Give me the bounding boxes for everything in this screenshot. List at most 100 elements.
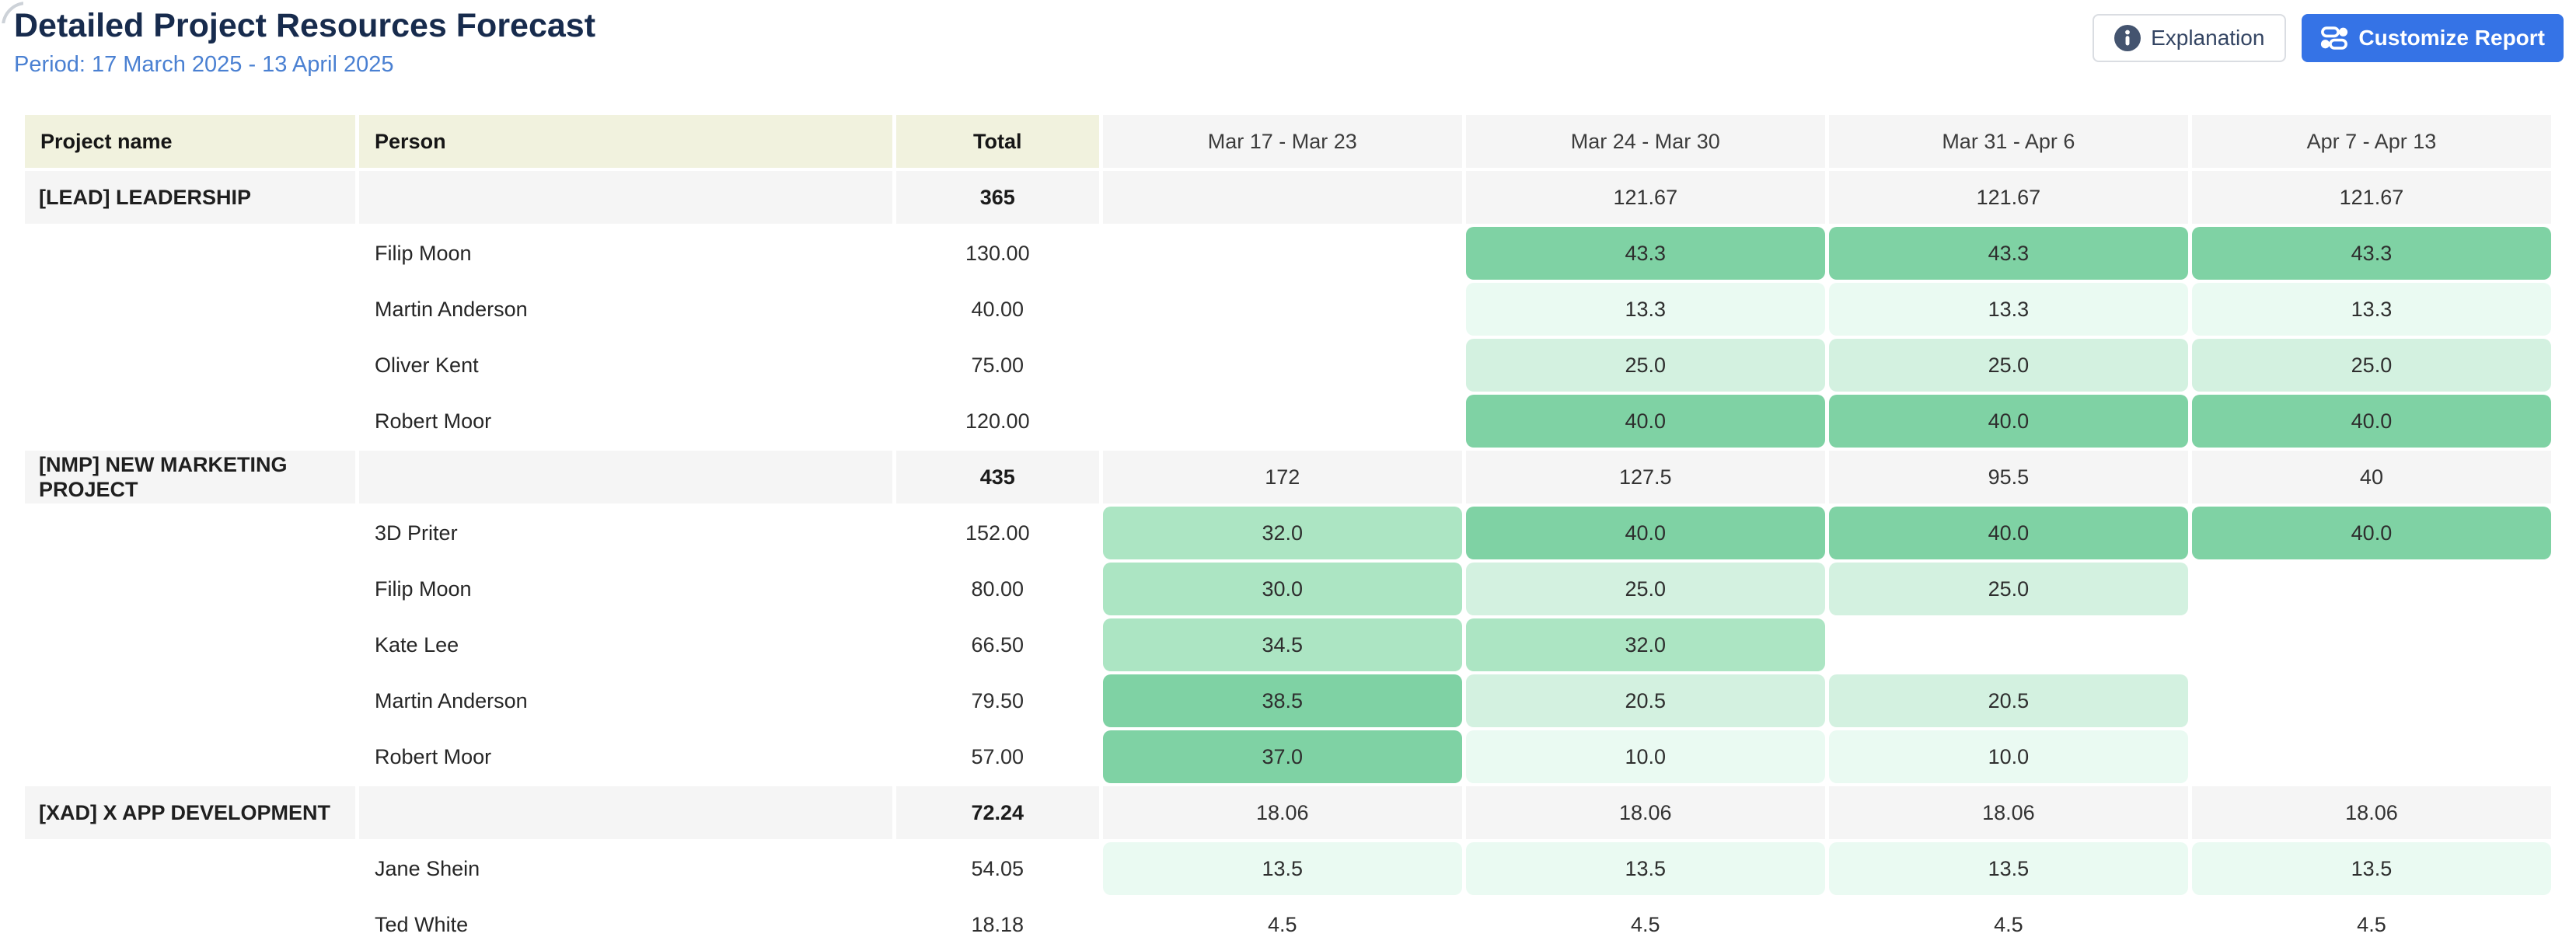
week-value-cell: 32.0 xyxy=(1102,507,1462,559)
total-cell: 57.00 xyxy=(895,730,1099,783)
customize-report-button[interactable]: Customize Report xyxy=(2302,14,2564,62)
project-name-cell xyxy=(25,898,356,951)
total-cell: 54.05 xyxy=(895,842,1099,895)
person-cell: Filip Moon xyxy=(359,563,892,615)
week-value-cell: 40.0 xyxy=(1465,395,1825,448)
week-value-cell: 127.5 xyxy=(1465,451,1825,503)
week-value-cell xyxy=(2191,674,2551,727)
week-value-cell: 13.5 xyxy=(1102,842,1462,895)
column-header-project-name: Project name xyxy=(25,115,356,168)
project-name-cell xyxy=(25,618,356,671)
person-cell: Robert Moor xyxy=(359,730,892,783)
project-name-cell xyxy=(25,730,356,783)
project-name-cell xyxy=(25,563,356,615)
sliders-icon xyxy=(2320,24,2348,52)
person-row: Kate Lee 66.50 34.5 32.0 xyxy=(25,618,2551,671)
explanation-label: Explanation xyxy=(2151,26,2265,50)
week-value-cell: 40.0 xyxy=(1828,507,2188,559)
week-value-cell xyxy=(2191,563,2551,615)
week-value-cell: 32.0 xyxy=(1465,618,1825,671)
week-value-cell: 25.0 xyxy=(1828,339,2188,392)
week-value-cell: 13.5 xyxy=(1465,842,1825,895)
week-value-cell: 25.0 xyxy=(2191,339,2551,392)
person-cell xyxy=(359,171,892,224)
week-value-cell xyxy=(1102,227,1462,280)
person-cell: Filip Moon xyxy=(359,227,892,280)
person-cell xyxy=(359,786,892,839)
week-value-cell: 38.5 xyxy=(1102,674,1462,727)
person-row: Martin Anderson 40.00 13.3 13.3 13.3 xyxy=(25,283,2551,336)
total-cell: 80.00 xyxy=(895,563,1099,615)
total-cell: 120.00 xyxy=(895,395,1099,448)
person-cell: Martin Anderson xyxy=(359,283,892,336)
total-cell: 152.00 xyxy=(895,507,1099,559)
project-name-cell xyxy=(25,507,356,559)
total-cell: 75.00 xyxy=(895,339,1099,392)
week-value-cell: 43.3 xyxy=(1828,227,2188,280)
total-cell: 79.50 xyxy=(895,674,1099,727)
total-cell: 18.18 xyxy=(895,898,1099,951)
total-cell: 40.00 xyxy=(895,283,1099,336)
person-row: Filip Moon 80.00 30.0 25.0 25.0 xyxy=(25,563,2551,615)
week-value-cell: 40.0 xyxy=(2191,395,2551,448)
column-header-mar-17-mar-23: Mar 17 - Mar 23 xyxy=(1102,115,1462,168)
week-value-cell: 121.67 xyxy=(2191,171,2551,224)
total-cell: 130.00 xyxy=(895,227,1099,280)
person-cell: Robert Moor xyxy=(359,395,892,448)
total-cell: 66.50 xyxy=(895,618,1099,671)
week-value-cell: 20.5 xyxy=(1465,674,1825,727)
project-name-cell xyxy=(25,283,356,336)
person-cell xyxy=(359,451,892,503)
person-cell: 3D Priter xyxy=(359,507,892,559)
project-name-cell xyxy=(25,395,356,448)
toolbar-actions: Explanation Customize Report xyxy=(2093,14,2564,62)
week-value-cell: 121.67 xyxy=(1465,171,1825,224)
project-group-row: [LEAD] LEADERSHIP 365 121.67 121.67 121.67 xyxy=(25,171,2551,224)
week-value-cell: 13.5 xyxy=(2191,842,2551,895)
person-row: Robert Moor 120.00 40.0 40.0 40.0 xyxy=(25,395,2551,448)
week-value-cell: 34.5 xyxy=(1102,618,1462,671)
person-cell: Jane Shein xyxy=(359,842,892,895)
column-header-total: Total xyxy=(895,115,1099,168)
project-name-cell xyxy=(25,339,356,392)
week-value-cell: 10.0 xyxy=(1465,730,1825,783)
person-cell: Oliver Kent xyxy=(359,339,892,392)
week-value-cell: 25.0 xyxy=(1465,563,1825,615)
person-cell: Martin Anderson xyxy=(359,674,892,727)
week-value-cell: 25.0 xyxy=(1465,339,1825,392)
week-value-cell: 30.0 xyxy=(1102,563,1462,615)
week-value-cell: 4.5 xyxy=(1828,898,2188,951)
project-name-cell: [NMP] NEW MARKETING PROJECT xyxy=(25,451,356,503)
column-header-mar-24-mar-30: Mar 24 - Mar 30 xyxy=(1465,115,1825,168)
week-value-cell: 40.0 xyxy=(2191,507,2551,559)
week-value-cell: 20.5 xyxy=(1828,674,2188,727)
person-row: Martin Anderson 79.50 38.5 20.5 20.5 xyxy=(25,674,2551,727)
report-topbar: Detailed Project Resources Forecast Peri… xyxy=(12,0,2564,78)
week-value-cell: 13.5 xyxy=(1828,842,2188,895)
week-value-cell: 25.0 xyxy=(1828,563,2188,615)
week-value-cell: 4.5 xyxy=(1465,898,1825,951)
project-name-cell: [LEAD] LEADERSHIP xyxy=(25,171,356,224)
info-icon xyxy=(2114,25,2141,51)
week-value-cell: 10.0 xyxy=(1828,730,2188,783)
project-name-cell xyxy=(25,227,356,280)
week-value-cell: 18.06 xyxy=(1828,786,2188,839)
person-cell: Kate Lee xyxy=(359,618,892,671)
week-value-cell: 40 xyxy=(2191,451,2551,503)
week-value-cell xyxy=(1102,395,1462,448)
title-block: Detailed Project Resources Forecast Peri… xyxy=(12,0,595,78)
week-value-cell: 43.3 xyxy=(2191,227,2551,280)
total-cell: 435 xyxy=(895,451,1099,503)
person-row: Oliver Kent 75.00 25.0 25.0 25.0 xyxy=(25,339,2551,392)
week-value-cell: 40.0 xyxy=(1465,507,1825,559)
person-row: 3D Priter 152.00 32.0 40.0 40.0 40.0 xyxy=(25,507,2551,559)
explanation-button[interactable]: Explanation xyxy=(2093,14,2287,62)
person-row: Filip Moon 130.00 43.3 43.3 43.3 xyxy=(25,227,2551,280)
total-cell: 72.24 xyxy=(895,786,1099,839)
period-subtitle: Period: 17 March 2025 - 13 April 2025 xyxy=(14,52,394,77)
week-value-cell xyxy=(1102,283,1462,336)
week-value-cell xyxy=(2191,730,2551,783)
week-value-cell: 13.3 xyxy=(2191,283,2551,336)
column-header-apr-7-apr-13: Apr 7 - Apr 13 xyxy=(2191,115,2551,168)
